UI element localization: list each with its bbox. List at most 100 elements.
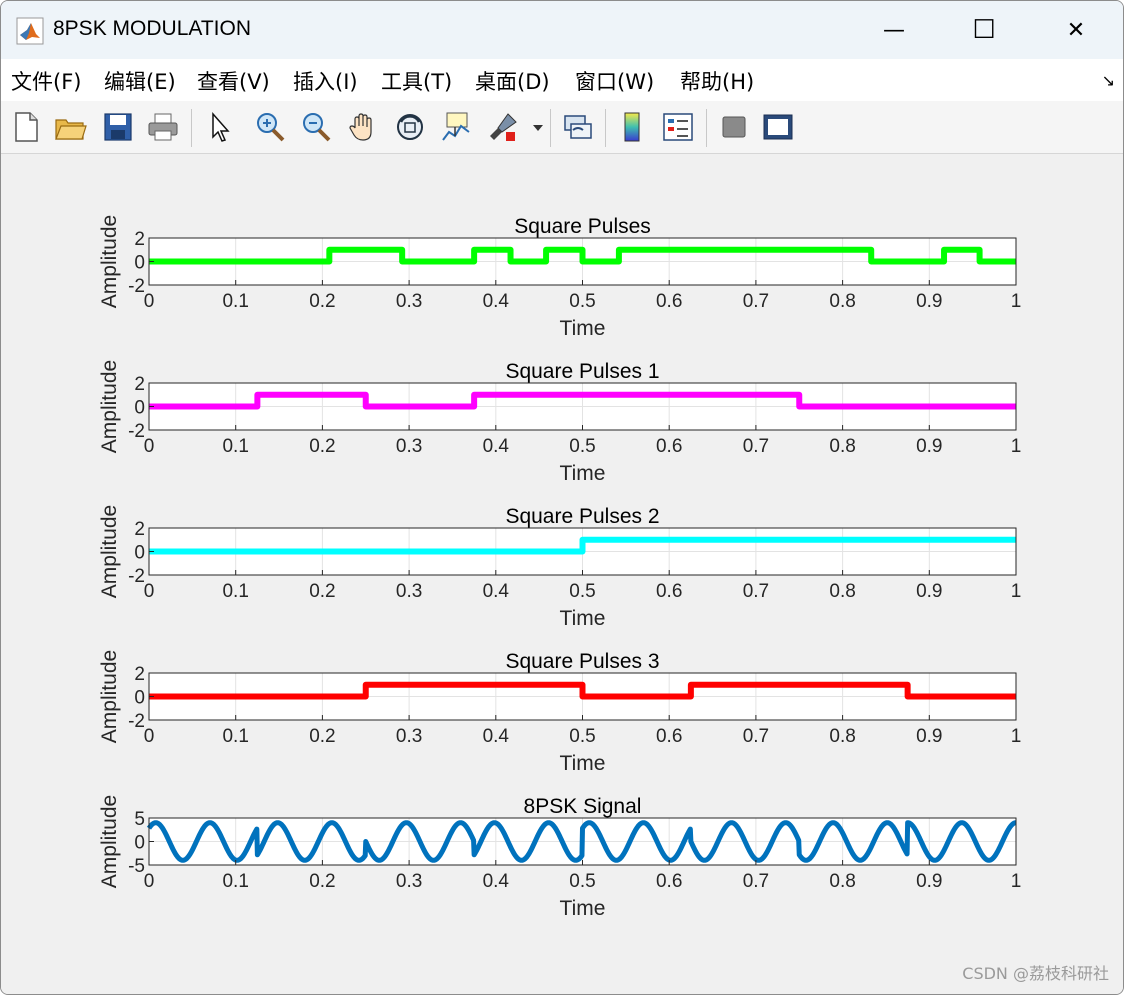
y-tick-label: -2	[128, 276, 145, 297]
subplot-3: 0 0.1 0.2 0.3 0.4 0.5 0.6 0.7 0.8 0.9 1 -20 2 Square …	[98, 505, 1021, 630]
menu-overflow-icon[interactable]: ↘	[1101, 71, 1115, 90]
toolbar-separator	[706, 109, 707, 147]
figure-canvas: 0 0.1 0.2 0.3 0.4 0.5 0.6 0.7 0.8 0.9 1 -2 0 2 Square …	[1, 154, 1123, 994]
x-tick-label: 1	[1011, 726, 1022, 747]
x-tick-label: 0	[144, 436, 155, 457]
x-tick-label: 0	[144, 871, 155, 892]
x-tick-label: 0.3	[396, 291, 422, 312]
pan-hand-icon[interactable]	[346, 110, 380, 144]
x-tick-label: 0.8	[829, 871, 855, 892]
new-figure-icon[interactable]	[9, 110, 43, 144]
menu-window[interactable]: 窗口(W)	[575, 70, 655, 94]
title-bar: 8PSK MODULATION — ☐ ✕	[1, 1, 1123, 59]
link-plot-icon[interactable]	[561, 110, 595, 144]
data-cursor-icon[interactable]	[439, 110, 473, 144]
print-icon[interactable]	[146, 110, 180, 144]
x-tick-label: 0.4	[483, 436, 510, 457]
brush-dropdown-icon[interactable]	[531, 110, 545, 144]
x-tick-label: 0.9	[916, 436, 942, 457]
data-series-line	[149, 681, 1016, 700]
maximize-button[interactable]: ☐	[939, 1, 1029, 59]
x-tick-label: 0.7	[743, 871, 769, 892]
figure-toolbar	[1, 101, 1123, 154]
x-tick-label: 0.6	[656, 871, 682, 892]
close-button[interactable]: ✕	[1031, 1, 1121, 59]
x-tick-label: 0.5	[569, 436, 595, 457]
data-series-line	[149, 246, 1016, 265]
x-tick-label: 0.9	[916, 871, 942, 892]
x-tick-label: 0.5	[569, 726, 595, 747]
menu-tools[interactable]: 工具(T)	[381, 70, 453, 94]
pointer-icon[interactable]	[203, 110, 237, 144]
x-tick-label: 0.1	[222, 581, 248, 602]
x-axis-label: Time	[560, 897, 606, 920]
matlab-logo-icon	[16, 17, 44, 45]
x-tick-label: 0	[144, 291, 155, 312]
x-tick-label: 0.9	[916, 726, 942, 747]
y-tick-label: 0	[134, 688, 145, 709]
y-tick-label: 0	[134, 253, 145, 274]
zoom-out-icon[interactable]	[299, 110, 333, 144]
x-axis-label: Time	[560, 462, 606, 485]
colorbar-icon[interactable]	[616, 110, 650, 144]
y-tick-label: -2	[128, 421, 145, 442]
x-tick-label: 0.8	[829, 291, 855, 312]
x-tick-label: 0.9	[916, 291, 942, 312]
y-tick-label: 2	[134, 664, 145, 685]
x-axis-label: Time	[560, 752, 606, 775]
toolbar-separator	[550, 109, 551, 147]
menu-edit[interactable]: 编辑(E)	[104, 70, 176, 94]
watermark: CSDN @荔枝科研社	[962, 964, 1109, 983]
x-tick-label: 0	[144, 726, 155, 747]
menu-desktop[interactable]: 桌面(D)	[475, 70, 550, 94]
legend-icon[interactable]	[661, 110, 695, 144]
menu-help[interactable]: 帮助(H)	[680, 70, 755, 94]
y-tick-label: 0	[134, 543, 145, 564]
y-tick-label: 0	[134, 398, 145, 419]
x-tick-label: 0.6	[656, 726, 682, 747]
zoom-in-icon[interactable]	[253, 110, 287, 144]
x-tick-label: 0.5	[569, 291, 595, 312]
subplot-2: 0 0.1 0.2 0.3 0.4 0.5 0.6 0.7 0.8 0.9 1 -20 2 Square …	[98, 360, 1021, 485]
data-series-line	[146, 820, 1018, 863]
minimize-icon: —	[883, 17, 905, 43]
save-icon[interactable]	[101, 110, 135, 144]
menu-file[interactable]: 文件(F)	[11, 70, 82, 94]
open-file-icon[interactable]	[53, 110, 87, 144]
menu-insert[interactable]: 插入(I)	[293, 70, 358, 94]
menu-view[interactable]: 查看(V)	[197, 70, 270, 94]
x-tick-label: 1	[1011, 871, 1022, 892]
y-axis-label: Amplitude	[98, 650, 121, 743]
x-tick-label: 0.9	[916, 581, 942, 602]
y-axis-label: Amplitude	[98, 795, 121, 888]
x-tick-label: 1	[1011, 291, 1022, 312]
y-tick-label: -2	[128, 711, 145, 732]
hide-plot-tools-icon[interactable]	[717, 110, 751, 144]
y-tick-label: 0	[134, 833, 145, 854]
x-tick-label: 0.6	[656, 581, 682, 602]
x-tick-label: 1	[1011, 436, 1022, 457]
x-tick-label: 0.2	[309, 726, 335, 747]
x-tick-label: 0.7	[743, 436, 769, 457]
menu-bar: 文件(F) 编辑(E) 查看(V) 插入(I) 工具(T) 桌面(D) 窗口(W…	[1, 59, 1123, 102]
x-tick-label: 0.5	[569, 581, 595, 602]
y-tick-label: -2	[128, 566, 145, 587]
show-plot-tools-icon[interactable]	[761, 110, 795, 144]
x-tick-label: 0.2	[309, 436, 335, 457]
x-tick-label: 0.4	[483, 726, 510, 747]
toolbar-separator	[605, 109, 606, 147]
brush-icon[interactable]	[486, 110, 520, 144]
x-tick-label: 0	[144, 581, 155, 602]
y-tick-label: -5	[128, 856, 145, 877]
x-axis-label: Time	[560, 607, 606, 630]
x-tick-label: 0.1	[222, 871, 248, 892]
x-tick-label: 0.6	[656, 436, 682, 457]
x-tick-label: 0.4	[483, 291, 510, 312]
rotate-3d-icon[interactable]	[393, 110, 427, 144]
subplot-1: 0 0.1 0.2 0.3 0.4 0.5 0.6 0.7 0.8 0.9 1 -20 2 Square …	[98, 215, 1021, 340]
y-tick-label: 2	[134, 374, 145, 395]
x-tick-label: 0.1	[222, 436, 248, 457]
y-axis-label: Amplitude	[98, 215, 121, 308]
x-tick-label: 0.3	[396, 436, 422, 457]
minimize-button[interactable]: —	[849, 1, 939, 59]
